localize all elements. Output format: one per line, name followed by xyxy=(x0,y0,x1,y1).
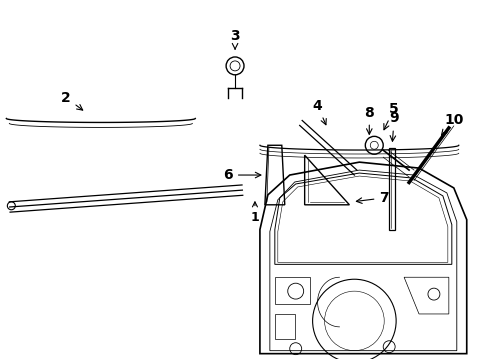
Text: 10: 10 xyxy=(441,113,464,135)
Text: 3: 3 xyxy=(230,29,240,49)
Text: 6: 6 xyxy=(223,168,261,182)
Text: 7: 7 xyxy=(356,191,389,205)
Text: 9: 9 xyxy=(390,112,399,141)
Text: 5: 5 xyxy=(384,102,399,130)
Text: 2: 2 xyxy=(61,91,83,110)
Text: 1: 1 xyxy=(250,202,259,224)
Text: 4: 4 xyxy=(313,99,326,125)
Text: 8: 8 xyxy=(365,105,374,134)
